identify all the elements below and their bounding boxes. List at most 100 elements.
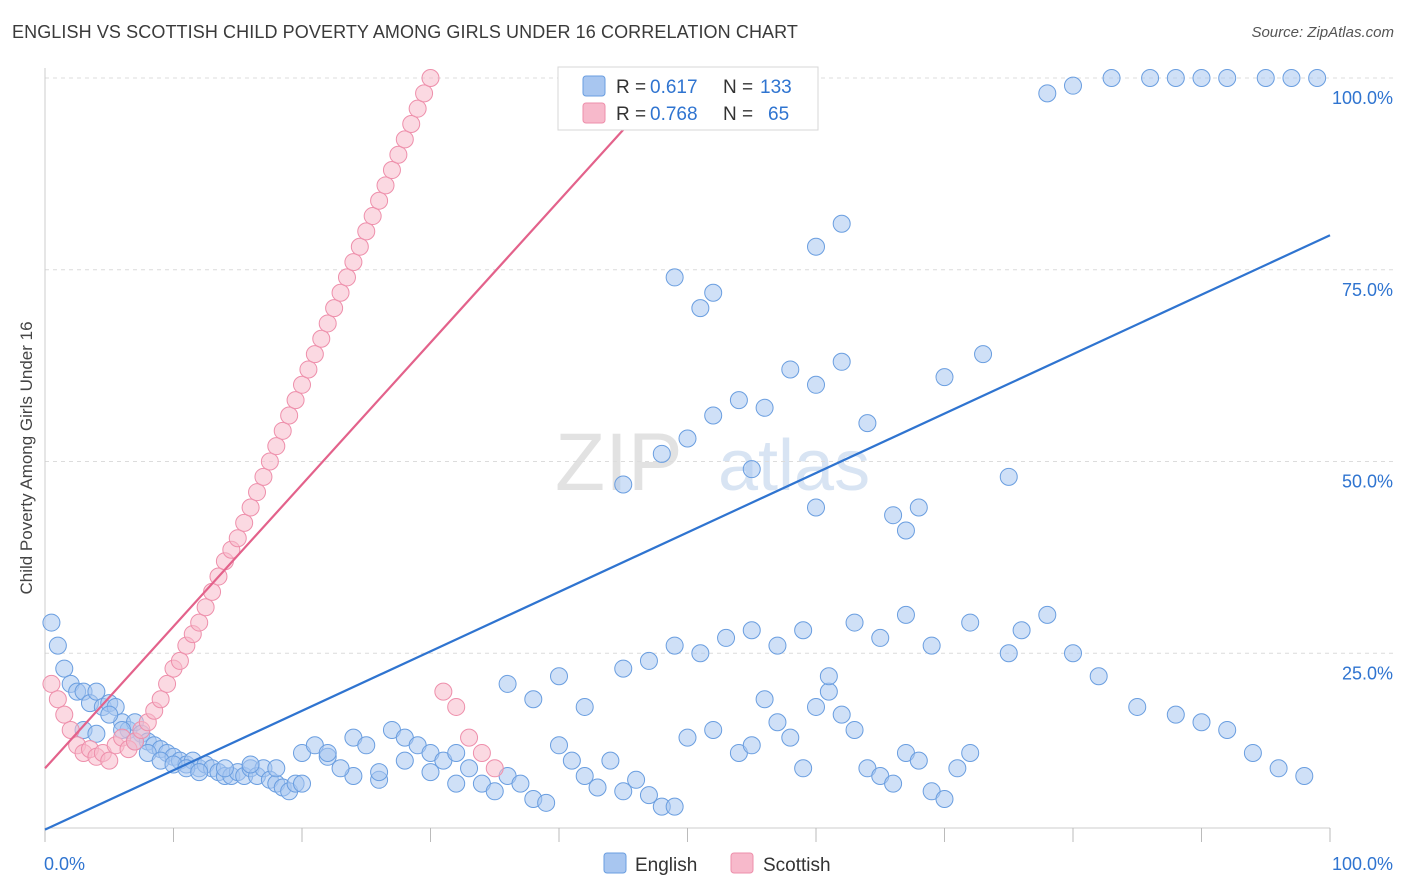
scottish-point xyxy=(260,452,279,471)
english-point xyxy=(652,444,671,463)
scottish-point xyxy=(389,145,408,164)
english-point xyxy=(884,774,903,793)
english-point xyxy=(524,690,543,709)
english-point xyxy=(781,360,800,379)
scottish-point xyxy=(55,705,74,724)
english-point xyxy=(935,789,954,808)
english-point xyxy=(794,621,813,640)
legend-n-label-english: N = xyxy=(723,77,753,98)
scottish-point xyxy=(267,437,286,456)
english-point xyxy=(614,782,633,801)
english-point xyxy=(832,352,851,371)
scottish-point xyxy=(170,651,189,670)
scottish-trend-line xyxy=(44,77,671,770)
scottish-point xyxy=(331,283,350,302)
english-point xyxy=(999,467,1018,486)
english-point xyxy=(742,460,761,479)
scottish-point xyxy=(344,253,363,272)
scottish-point xyxy=(151,690,170,709)
english-point xyxy=(1256,69,1275,87)
english-point xyxy=(896,605,915,624)
english-point xyxy=(768,713,787,732)
english-point xyxy=(498,674,517,693)
english-point xyxy=(935,368,954,387)
scottish-point xyxy=(254,467,273,486)
english-point xyxy=(819,667,838,686)
english-point xyxy=(614,659,633,678)
english-point xyxy=(1064,644,1082,663)
english-point xyxy=(42,613,61,632)
english-point xyxy=(768,636,787,655)
scottish-point xyxy=(158,674,177,693)
english-point xyxy=(1269,759,1288,778)
scottish-point xyxy=(318,314,337,333)
english-point xyxy=(1141,69,1160,87)
scottish-point xyxy=(190,613,209,632)
english-point xyxy=(884,506,903,525)
english-point xyxy=(1192,69,1211,87)
english-point xyxy=(357,736,376,755)
scottish-point xyxy=(100,751,119,770)
english-point xyxy=(241,755,260,774)
english-point xyxy=(550,667,568,686)
scottish-point xyxy=(408,99,427,118)
scottish-point xyxy=(337,268,356,287)
x-tick-label: 0.0% xyxy=(44,854,85,874)
scottish-point xyxy=(248,483,267,502)
grid-lines xyxy=(45,77,1395,654)
chart-title: ENGLISH VS SCOTTISH CHILD POVERTY AMONG … xyxy=(12,22,799,42)
scottish-point xyxy=(299,360,318,379)
legend-label-english: English xyxy=(635,855,697,876)
english-point xyxy=(447,774,466,793)
scottish-point xyxy=(485,759,504,778)
scottish-point xyxy=(363,207,382,226)
english-point xyxy=(1038,605,1057,624)
english-point xyxy=(639,651,658,670)
english-point xyxy=(807,697,825,716)
correlation-legend: R = 0.617 N = 133 R = 0.768 N = 65 xyxy=(557,66,819,131)
english-point xyxy=(395,751,414,770)
english-point xyxy=(421,763,440,782)
english-point xyxy=(460,759,479,778)
english-point xyxy=(1012,621,1031,640)
english-point xyxy=(742,736,761,755)
english-point xyxy=(755,690,774,709)
english-point xyxy=(807,237,825,256)
scottish-point xyxy=(196,598,215,617)
scottish-point xyxy=(286,391,305,410)
english-point xyxy=(678,429,697,448)
scottish-point xyxy=(357,222,376,241)
english-point xyxy=(562,751,581,770)
scottish-point xyxy=(228,529,247,548)
english-point xyxy=(755,398,774,417)
legend-r-label-scottish: R = xyxy=(616,104,646,125)
english-point xyxy=(922,636,941,655)
scottish-point xyxy=(273,421,292,440)
english-point xyxy=(999,644,1018,663)
scottish-point xyxy=(370,191,389,210)
english-point xyxy=(1102,69,1121,87)
english-point xyxy=(1295,766,1314,785)
english-point xyxy=(974,345,993,364)
legend-r-value-scottish: 0.768 xyxy=(650,104,698,125)
y-tick-label: 50.0% xyxy=(1342,472,1393,492)
english-point xyxy=(794,759,813,778)
english-point xyxy=(1218,720,1237,739)
english-point xyxy=(87,682,106,701)
watermark: ZIP atlas xyxy=(555,417,870,508)
x-tick-label: 100.0% xyxy=(1332,854,1393,874)
english-point xyxy=(190,763,209,782)
legend-n-label-scottish: N = xyxy=(723,104,753,125)
english-point xyxy=(845,613,864,632)
english-point xyxy=(1089,667,1108,686)
english-point xyxy=(909,498,928,517)
english-point xyxy=(807,375,825,394)
y-tick-label: 25.0% xyxy=(1342,663,1393,683)
english-point xyxy=(48,636,67,655)
english-point xyxy=(704,283,723,302)
english-point xyxy=(601,751,620,770)
english-point xyxy=(588,778,607,797)
english-point xyxy=(87,724,106,743)
scottish-point xyxy=(48,690,67,709)
english-point xyxy=(858,414,877,433)
